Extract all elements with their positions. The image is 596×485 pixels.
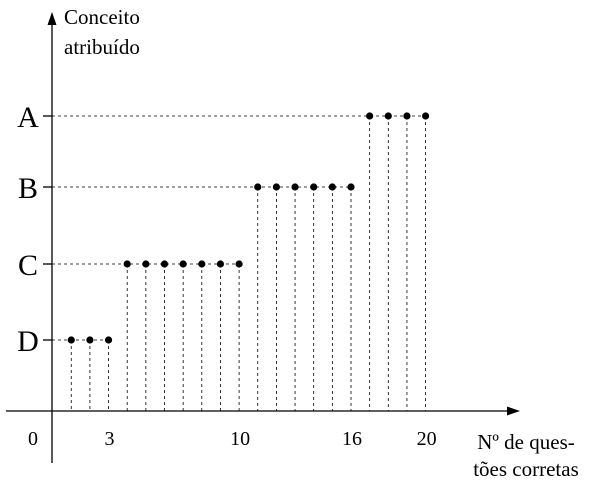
x-tick-label: 16 [342,428,362,450]
data-points [67,112,430,344]
data-point [160,260,169,268]
data-point [384,112,392,120]
y-axis-title-line-2: atribuído [64,35,140,59]
y-category-label: A [17,101,39,134]
data-point [272,183,280,191]
data-point [254,183,262,191]
x-axis-title-line-2: tões corretas [473,457,579,481]
x-tick-label: 3 [105,428,115,450]
data-point [235,260,243,268]
dashed-guide-lines [52,115,427,411]
data-point [123,260,131,268]
y-axis-title-line-1: Conceito [64,5,140,29]
y-category-label: D [17,325,39,358]
data-point [104,336,113,344]
data-point [310,183,318,191]
x-tick-label: 10 [230,428,250,450]
x-tick-label: 20 [417,428,437,450]
x-tick-labels: 3 10 16 20 [105,428,437,450]
y-axis-arrow [47,12,57,25]
axes [6,12,520,463]
x-axis-arrow [507,406,520,416]
data-point [179,260,187,268]
x-axis-title-line-1: Nº de ques- [477,430,574,454]
data-point [198,260,206,268]
data-point [142,260,150,268]
y-category-labels: D C B A [17,101,52,358]
data-point [347,183,355,191]
y-category-label: C [18,249,38,282]
data-point [67,336,75,344]
y-category-label: B [18,172,38,205]
data-point [366,112,374,120]
data-point [422,112,430,120]
data-point [403,112,411,120]
origin-label: 0 [28,428,38,450]
data-point [216,260,225,268]
data-point [291,183,299,191]
data-point [86,336,94,344]
data-point [328,183,336,191]
